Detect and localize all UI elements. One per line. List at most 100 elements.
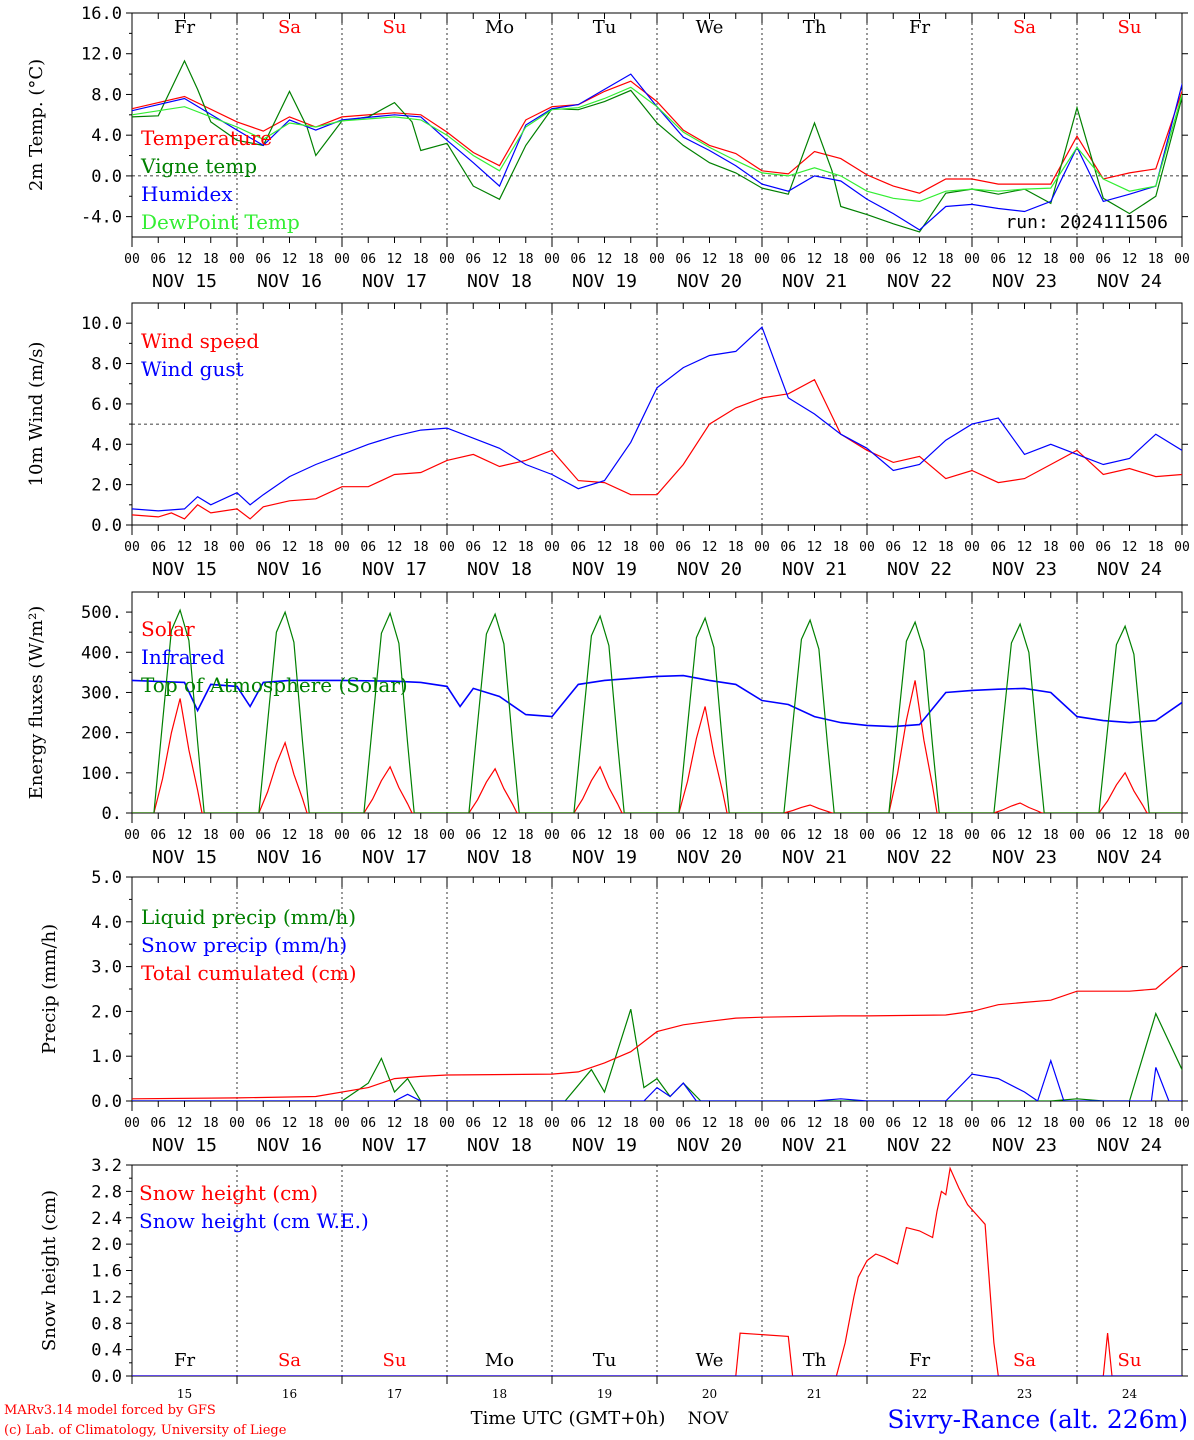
- y-tick-label: 3.0: [91, 958, 122, 978]
- x-hour-label: 00: [964, 828, 980, 843]
- x-date-label: NOV 17: [362, 271, 427, 292]
- x-hour-label: 00: [229, 1116, 245, 1131]
- legend-entry: Infrared: [141, 645, 225, 669]
- series-line-humidex: [132, 73, 1182, 231]
- x-hour-label: 06: [360, 1116, 376, 1131]
- x-hour-label: 12: [387, 252, 403, 267]
- x-hour-label: 06: [675, 252, 691, 267]
- y-axis-label: Energy fluxes (W/m²): [26, 606, 47, 800]
- legend-entry: Wind speed: [141, 329, 259, 353]
- weekday-label: We: [696, 1350, 724, 1371]
- panel-4: 0.0 1.0 2.0 3.0 4.0 5.0 Precip (mm/h) 00 06 12 18 N…: [39, 868, 1190, 1156]
- x-hour-label: 18: [728, 252, 744, 267]
- weekday-label: Sa: [278, 1350, 301, 1371]
- x-hour-label: 06: [675, 1116, 691, 1131]
- x-hour-label: 18: [518, 540, 534, 555]
- legend-entry: Wind gust: [141, 357, 244, 381]
- weekday-label: Mo: [485, 17, 514, 38]
- y-tick-label: 0.0: [91, 1367, 122, 1387]
- x-hour-label: 00: [124, 252, 140, 267]
- lab-credit: (c) Lab. of Climatology, University of L…: [4, 1423, 287, 1438]
- x-hour-label: 18: [413, 540, 429, 555]
- x-date-label: NOV 17: [362, 847, 427, 868]
- series-group: [132, 1166, 1182, 1376]
- x-hour-label: 18: [413, 1116, 429, 1131]
- y-tick-label: 4.0: [91, 435, 122, 455]
- x-hour-label: 12: [387, 1116, 403, 1131]
- x-hour-label: 00: [334, 1116, 350, 1131]
- x-date-label: NOV 15: [152, 847, 217, 868]
- x-date-label: NOV 19: [572, 559, 637, 580]
- x-hour-label: 18: [833, 540, 849, 555]
- x-hour-label: 12: [912, 1116, 928, 1131]
- series-line-liquid-precip-mm-h-: [132, 1009, 1182, 1101]
- x-hour-label: 18: [518, 252, 534, 267]
- x-hour-label: 00: [754, 828, 770, 843]
- x-date-label: NOV 15: [152, 271, 217, 292]
- x-date-label: NOV 24: [1097, 559, 1162, 580]
- y-tick-label: 6.0: [91, 395, 122, 415]
- x-hour-label: 00: [439, 1116, 455, 1131]
- x-date-label: NOV 20: [677, 847, 742, 868]
- x-hour-label: 00: [649, 1116, 665, 1131]
- x-hour-label: 12: [702, 1116, 718, 1131]
- x-hour-label: 06: [780, 828, 796, 843]
- x-hour-label: 18: [1148, 252, 1164, 267]
- x-hour-label: 06: [885, 828, 901, 843]
- x-hour-label: 18: [623, 1116, 639, 1131]
- y-tick-label: 0.0: [91, 167, 122, 187]
- y-axis-label: 10m Wind (m/s): [26, 342, 47, 487]
- x-day-number: 17: [387, 1387, 402, 1401]
- weekday-label: Th: [803, 17, 827, 38]
- x-hour-label: 18: [308, 1116, 324, 1131]
- series-line-temperature: [132, 80, 1182, 194]
- x-hour-label: 18: [518, 1116, 534, 1131]
- x-hour-label: 18: [833, 1116, 849, 1131]
- x-hour-label: 18: [308, 540, 324, 555]
- x-date-label: NOV 16: [257, 271, 322, 292]
- y-tick-label: 16.0: [81, 4, 122, 24]
- legend-entry: Snow precip (mm/h): [141, 933, 347, 957]
- series-group: [132, 608, 1182, 813]
- weekday-label: Fr: [909, 17, 930, 38]
- x-hour-label: 12: [807, 828, 823, 843]
- x-hour-label: 12: [282, 252, 298, 267]
- x-hour-label: 06: [990, 828, 1006, 843]
- y-tick-label: 300.: [81, 683, 122, 703]
- y-tick-label: 0.0: [91, 1092, 122, 1112]
- x-date-label: NOV 22: [887, 271, 952, 292]
- x-hour-label: 06: [150, 252, 166, 267]
- x-hour-label: 12: [282, 1116, 298, 1131]
- x-hour-label: 06: [675, 828, 691, 843]
- x-hour-label: 06: [990, 252, 1006, 267]
- series-line-wind-speed: [132, 378, 1182, 520]
- x-date-label: NOV 21: [782, 271, 847, 292]
- x-day-number: 24: [1122, 1387, 1138, 1401]
- y-tick-label: 1.2: [91, 1288, 122, 1308]
- weekday-label: Fr: [174, 1350, 195, 1371]
- x-hour-label: 00: [1174, 540, 1190, 555]
- weekday-label: Su: [1118, 17, 1142, 38]
- x-hour-label: 18: [833, 252, 849, 267]
- x-hour-label: 12: [912, 540, 928, 555]
- x-date-label: NOV 19: [572, 1135, 637, 1156]
- x-hour-label: 12: [177, 828, 193, 843]
- x-hour-label: 06: [150, 1116, 166, 1131]
- x-hour-label: 12: [912, 828, 928, 843]
- x-hour-label: 18: [413, 828, 429, 843]
- legend-entry: Snow height (cm): [139, 1181, 318, 1205]
- x-hour-label: 12: [387, 540, 403, 555]
- x-hour-label: 00: [124, 828, 140, 843]
- x-date-label: NOV 18: [467, 559, 532, 580]
- y-tick-label: 3.2: [91, 1156, 122, 1176]
- series-line-vigne-temp: [132, 59, 1182, 233]
- x-hour-label: 12: [597, 540, 613, 555]
- x-hour-label: 12: [282, 540, 298, 555]
- x-hour-label: 06: [885, 252, 901, 267]
- x-axis-label: Time UTC (GMT+0h): [471, 1408, 666, 1429]
- x-hour-label: 12: [177, 252, 193, 267]
- weekday-label: Tu: [593, 17, 617, 38]
- legend-entry: Temperature: [141, 126, 272, 150]
- x-hour-label: 12: [1122, 252, 1138, 267]
- weekday-label: Th: [803, 1350, 827, 1371]
